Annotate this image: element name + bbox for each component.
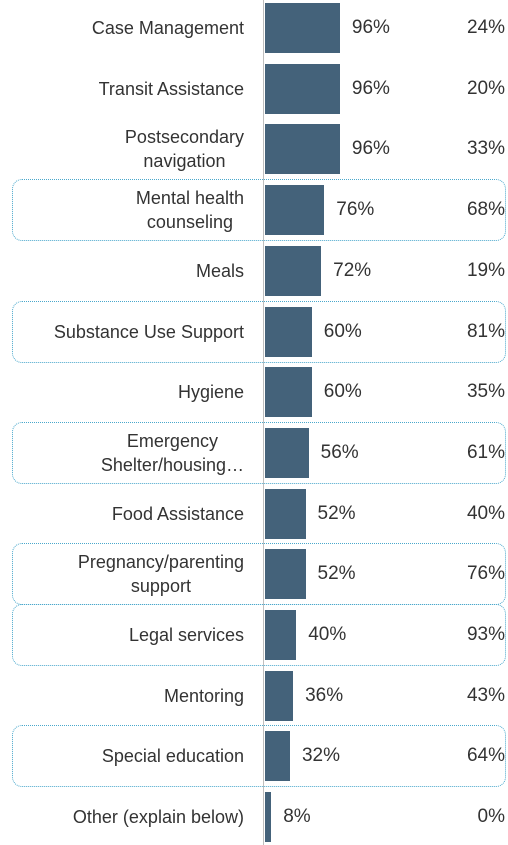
comparison-label: 20% (466, 77, 505, 99)
highlight-box (12, 300, 506, 363)
category-label-box: Food Assistance (0, 484, 244, 544)
value-label: 36% (305, 684, 344, 706)
category-label: Pregnancy/parenting support (77, 552, 244, 597)
value-label: 52% (317, 563, 356, 585)
highlight-box (12, 725, 506, 788)
comparison-label: 61% (466, 441, 505, 463)
bar (265, 670, 294, 721)
category-label: Legal services (128, 625, 244, 645)
category-label: Postsecondary navigation (124, 127, 244, 172)
value-label: 72% (333, 259, 372, 281)
bar (265, 427, 309, 478)
comparison-label: 35% (466, 381, 505, 403)
category-label-box: Special education (0, 726, 244, 786)
value-label: 60% (323, 320, 362, 342)
category-label-box: Legal services (0, 605, 244, 665)
bar (265, 63, 340, 114)
bar (265, 3, 340, 53)
comparison-label: 43% (466, 684, 505, 706)
bar (265, 306, 312, 357)
bar (265, 185, 325, 236)
category-label: Emergency Shelter/housing… (100, 430, 244, 475)
category-label-box: Pregnancy/parenting support (0, 544, 244, 604)
comparison-label: 40% (466, 502, 505, 524)
bar (265, 245, 322, 296)
category-label: Mentoring (163, 685, 244, 706)
category-label: Mental health counseling (135, 188, 244, 233)
category-label: Food Assistance (111, 503, 244, 524)
bar (265, 792, 272, 843)
value-label: 96% (351, 17, 390, 38)
highlight-box (12, 179, 506, 242)
category-label-box: Postsecondary navigation (0, 119, 244, 179)
comparison-label: 24% (466, 17, 505, 38)
category-label-box: Case Management (0, 0, 244, 58)
comparison-label: 0% (477, 806, 505, 828)
bar (265, 549, 306, 600)
comparison-label: 33% (466, 138, 505, 160)
category-label-box: Other (explain below) (0, 787, 244, 845)
comparison-label: 19% (466, 259, 505, 281)
comparison-label: 64% (466, 745, 505, 767)
category-label: Case Management (91, 18, 244, 38)
highlight-box (12, 421, 506, 484)
category-label-box: Transit Assistance (0, 59, 244, 119)
category-label-box: Mentoring (0, 666, 244, 726)
comparison-label: 68% (466, 199, 505, 221)
value-label: 76% (336, 199, 375, 221)
value-label: 40% (308, 624, 347, 645)
highlight-box (12, 604, 506, 666)
category-label-box: Mental health counseling (0, 180, 244, 240)
category-label-box: Emergency Shelter/housing… (0, 423, 244, 483)
category-label: Substance Use Support (53, 321, 244, 342)
value-label: 60% (323, 381, 362, 403)
category-label: Hygiene (177, 382, 244, 403)
value-label: 96% (351, 138, 390, 160)
bar (265, 731, 290, 782)
value-label: 32% (301, 745, 340, 767)
comparison-label: 81% (466, 320, 505, 342)
category-label-box: Hygiene (0, 362, 244, 422)
category-label-box: Substance Use Support (0, 302, 244, 362)
category-label: Meals (195, 260, 244, 281)
bar (265, 124, 340, 175)
bar (265, 367, 312, 418)
category-label: Transit Assistance (98, 78, 244, 99)
comparison-label: 93% (466, 624, 505, 645)
category-label: Special education (101, 746, 244, 767)
value-label: 96% (351, 77, 390, 99)
category-label: Other (explain below) (72, 807, 244, 828)
value-label: 56% (320, 441, 359, 463)
value-label: 52% (317, 502, 356, 524)
category-label-box: Meals (0, 241, 244, 301)
comparison-label: 76% (466, 563, 505, 585)
value-label: 8% (283, 806, 311, 828)
bar (265, 488, 306, 539)
bar (265, 610, 297, 660)
